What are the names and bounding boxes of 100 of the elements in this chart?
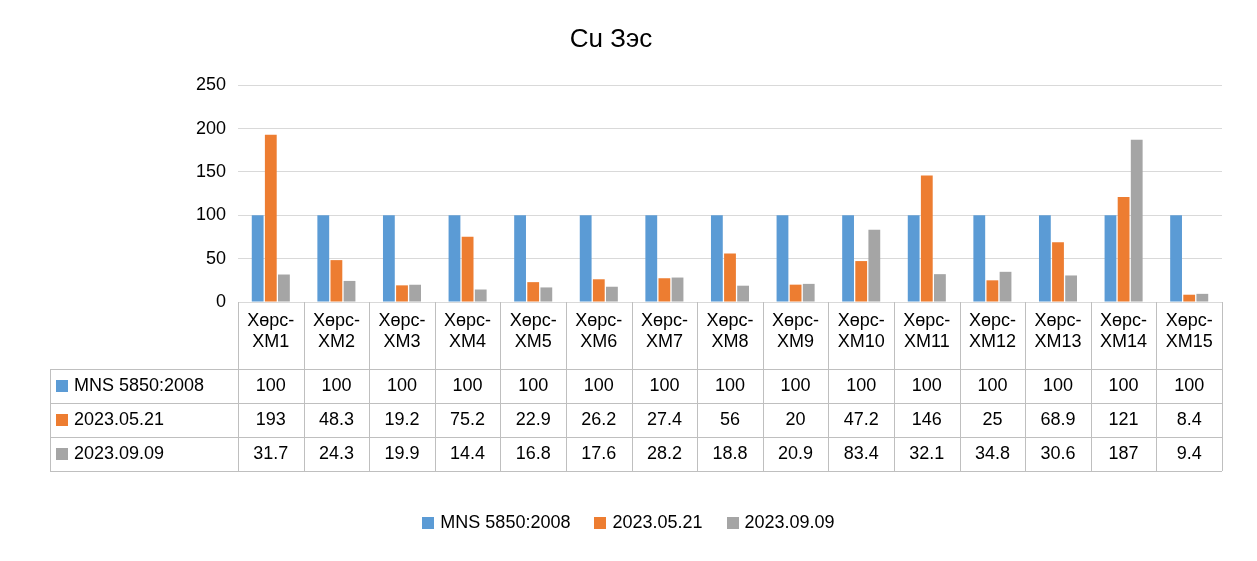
- legend-label: 2023.09.09: [74, 442, 165, 463]
- data-label: 25: [982, 408, 1003, 429]
- data-label: 75.2: [450, 408, 486, 429]
- data-label: 100: [518, 374, 549, 395]
- bar: [1196, 293, 1209, 302]
- data-label: 100: [911, 374, 942, 395]
- x-tick-label: Хөрс-ХМ4: [444, 309, 492, 352]
- data-label: 48.3: [318, 408, 354, 429]
- bar: [317, 215, 330, 302]
- data-label: 47.2: [843, 408, 879, 429]
- x-tick-label: Хөрс-ХМ9: [772, 309, 820, 352]
- bar: [855, 261, 868, 302]
- data-label: 100: [649, 374, 680, 395]
- bar: [999, 271, 1012, 302]
- y-tick-label: 250: [195, 74, 226, 95]
- bar: [1052, 242, 1064, 302]
- data-label: 30.6: [1040, 442, 1076, 463]
- bar: [934, 274, 946, 302]
- bar: [251, 215, 264, 302]
- x-tick-label: Хөрс-ХМ11: [903, 309, 951, 352]
- bar: [1183, 294, 1196, 302]
- data-label: 121: [1108, 408, 1139, 429]
- bar: [802, 283, 815, 302]
- data-label: 100: [321, 374, 352, 395]
- y-tick-label: 50: [205, 247, 226, 268]
- x-tick-label: Хөрс-ХМ8: [706, 309, 754, 352]
- bar: [1065, 275, 1078, 302]
- bar: [409, 284, 422, 302]
- data-label: 32.1: [909, 442, 945, 463]
- bar: [1170, 215, 1182, 302]
- data-label: 100: [583, 374, 614, 395]
- x-tick-label: Хөрс-ХМ1: [247, 309, 295, 352]
- legend-label: 2023.05.21: [74, 408, 165, 429]
- x-tick-label: Хөрс-ХМ14: [1100, 309, 1148, 352]
- data-label: 100: [255, 374, 286, 395]
- bar: [1038, 215, 1051, 302]
- bar: [514, 215, 526, 302]
- bar: [448, 215, 461, 302]
- data-label: 83.4: [843, 442, 879, 463]
- data-label: 16.8: [515, 442, 551, 463]
- data-label: 187: [1108, 442, 1139, 463]
- x-tick-label: Хөрс-ХМ13: [1034, 309, 1082, 352]
- text: 2023.09.09: [744, 512, 835, 532]
- bar: [382, 215, 395, 302]
- x-tick-label: Хөрс-ХМ3: [378, 309, 426, 352]
- data-label: 100: [780, 374, 811, 395]
- bar: [973, 215, 986, 302]
- bar: [330, 260, 343, 302]
- data-label: 27.4: [646, 408, 682, 429]
- bar: [645, 215, 658, 302]
- bar: [540, 287, 553, 302]
- data-label: 146: [911, 408, 942, 429]
- x-tick-label: Хөрс-ХМ12: [968, 309, 1016, 352]
- data-label: 100: [1174, 374, 1205, 395]
- data-label: 8.4: [1176, 408, 1202, 429]
- x-tick-label: Хөрс-ХМ10: [837, 309, 885, 352]
- bar: [1104, 215, 1117, 302]
- bar: [461, 236, 474, 302]
- data-label: 100: [1042, 374, 1074, 395]
- data-label: 56: [719, 408, 741, 429]
- data-label: 193: [255, 408, 286, 429]
- x-tick-label: Хөрс-ХМ2: [312, 309, 360, 352]
- bar: [278, 274, 290, 302]
- bar: [343, 280, 356, 302]
- x-tick-label: Хөрс-ХМ15: [1165, 309, 1213, 352]
- data-label: 20: [785, 408, 806, 429]
- data-label: 20.9: [778, 442, 814, 463]
- data-label: 28.2: [646, 442, 682, 463]
- data-label: 100: [846, 374, 877, 395]
- bar: [920, 175, 933, 302]
- chart-title: Cu Зэс: [569, 22, 653, 53]
- x-tick-label: Хөрс-ХМ6: [575, 309, 623, 352]
- data-label: 22.9: [515, 408, 551, 429]
- data-label: 18.8: [712, 442, 748, 463]
- data-label: 100: [977, 374, 1008, 395]
- legend-label: MNS 5850:2008: [74, 374, 205, 395]
- text: 2023.05.21: [612, 512, 703, 532]
- text: MNS 5850:2008: [440, 512, 571, 532]
- bar: [907, 215, 920, 302]
- data-label: 100: [452, 374, 483, 395]
- data-label: 100: [1108, 374, 1139, 395]
- bar: [776, 215, 789, 302]
- data-label: 24.3: [318, 442, 354, 463]
- bar: [671, 277, 684, 302]
- bar: [789, 284, 802, 302]
- data-label: 19.9: [384, 442, 420, 463]
- data-label: 9.4: [1176, 442, 1202, 463]
- bar: [1130, 139, 1143, 302]
- y-tick-label: 200: [195, 117, 226, 138]
- bar: [737, 285, 750, 302]
- bar: [264, 134, 277, 302]
- data-label: 68.9: [1040, 408, 1076, 429]
- data-label: 31.7: [253, 442, 289, 463]
- bar: [658, 278, 671, 302]
- bar: [474, 289, 487, 302]
- data-label: 19.2: [384, 408, 420, 429]
- y-tick-label: 0: [215, 290, 226, 311]
- bar: [396, 285, 408, 302]
- bar: [986, 280, 999, 302]
- data-label: 34.8: [974, 442, 1010, 463]
